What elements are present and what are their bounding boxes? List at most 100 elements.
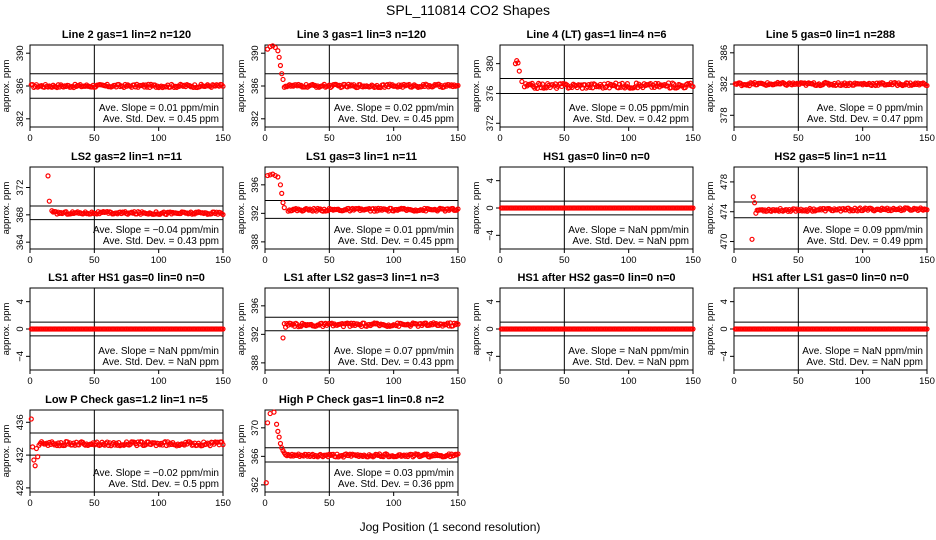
x-tick-label: 150 [450, 255, 466, 266]
plot-frame [499, 44, 694, 128]
data-point [220, 211, 226, 218]
chart-panel: Line 2 gas=1 lin=2 n=120 0 50 100 150 382 386 3… [1, 29, 231, 144]
panel-title: HS2 gas=5 lin=1 n=11 [774, 151, 886, 163]
data-point [751, 200, 758, 206]
x-tick-label: 50 [559, 255, 570, 266]
slope-annotation: Ave. Slope = 0.05 ppm/min [569, 103, 689, 114]
y-tick-label: 362 [250, 477, 261, 493]
x-tick-label: 50 [89, 255, 100, 266]
x-tick-label: 0 [497, 376, 502, 387]
x-tick-label: 0 [27, 376, 32, 387]
data-point [267, 44, 273, 50]
panel-title: HS1 gas=0 lin=0 n=0 [543, 151, 650, 163]
data-point [690, 326, 696, 332]
x-tick-label: 50 [793, 255, 804, 266]
data-point [219, 439, 225, 445]
y-tick-label: 396 [250, 177, 261, 193]
y-tick-label: 388 [250, 234, 261, 250]
data-point [31, 457, 37, 463]
y-tick-label: 478 [719, 174, 730, 190]
y-tick-label: 386 [719, 45, 730, 61]
x-tick-label: 50 [324, 133, 335, 144]
data-point [58, 440, 64, 446]
data-point [455, 321, 461, 327]
x-tick-label: 0 [731, 133, 736, 144]
y-tick-label: 0 [485, 205, 496, 210]
x-tick-label: 150 [685, 376, 701, 387]
y-axis-label: approx. ppm [236, 182, 247, 235]
y-tick-label: −4 [719, 351, 730, 362]
x-tick-label: 100 [386, 498, 402, 509]
data-point [329, 320, 335, 326]
x-tick-label: 100 [151, 376, 167, 387]
y-tick-label: 386 [250, 78, 261, 94]
x-tick-label: 0 [262, 133, 267, 144]
x-tick-label: 150 [450, 498, 466, 509]
panel-title: LS1 after HS1 gas=0 lin=0 n=0 [48, 272, 205, 284]
y-tick-label: −4 [485, 230, 496, 241]
data-point [515, 60, 521, 66]
x-tick-label: 50 [324, 498, 335, 509]
y-axis-label: approx. ppm [471, 303, 482, 356]
data-point [275, 428, 281, 434]
y-tick-label: 368 [15, 207, 26, 223]
std-dev-annotation: Ave. Std. Dev. = 0.36 ppm [338, 479, 454, 490]
std-dev-annotation: Ave. Std. Dev. = 0.45 ppm [338, 114, 454, 125]
x-tick-label: 150 [215, 376, 231, 387]
x-tick-label: 100 [621, 255, 637, 266]
data-point [605, 80, 611, 87]
x-tick-label: 150 [215, 255, 231, 266]
x-tick-label: 100 [386, 255, 402, 266]
chart-panel: Line 4 (LT) gas=1 lin=4 n=6 0 50 100 150 372 3… [471, 29, 701, 144]
chart-panel: Line 3 gas=1 lin=3 n=120 0 50 100 150 382 386 3… [236, 29, 466, 144]
data-point [276, 434, 282, 440]
x-tick-label: 150 [450, 133, 466, 144]
slope-annotation: Ave. Slope = 0.01 ppm/min [99, 103, 219, 114]
data-point [275, 174, 281, 180]
y-tick-label: 376 [485, 86, 496, 102]
slope-annotation: Ave. Slope = 0.09 ppm/min [803, 225, 923, 236]
x-tick-label: 150 [919, 255, 935, 266]
panels: Line 2 gas=1 lin=2 n=120 0 50 100 150 382 386 3… [1, 29, 935, 509]
x-tick-label: 100 [151, 498, 167, 509]
panel-title: Line 5 gas=0 lin=1 n=288 [766, 29, 895, 41]
y-tick-label: 4 [15, 299, 26, 304]
data-point [277, 440, 284, 447]
x-tick-label: 100 [621, 133, 637, 144]
y-tick-label: 386 [15, 78, 26, 94]
x-tick-label: 100 [855, 255, 871, 266]
data-point [28, 416, 34, 422]
data-point [264, 420, 271, 426]
x-tick-label: 150 [215, 133, 231, 144]
panel-title: LS1 after LS2 gas=3 lin=1 n=3 [284, 272, 440, 284]
data-point [264, 172, 271, 179]
data-point [275, 48, 281, 54]
data-point [340, 323, 347, 330]
x-tick-label: 150 [685, 133, 701, 144]
data-point [277, 182, 284, 188]
data-point [276, 54, 282, 60]
y-tick-label: 392 [250, 326, 261, 342]
plot-frame [29, 409, 224, 493]
x-tick-label: 100 [855, 376, 871, 387]
std-dev-annotation: Ave. Std. Dev. = 0.45 ppm [103, 114, 219, 125]
data-point [279, 71, 285, 77]
data-point [519, 78, 525, 85]
x-tick-label: 50 [324, 255, 335, 266]
data-point [272, 44, 278, 51]
x-tick-label: 0 [262, 376, 267, 387]
x-tick-label: 50 [559, 376, 570, 387]
data-point [450, 323, 456, 329]
x-tick-label: 50 [324, 376, 335, 387]
chart-panel: HS2 gas=5 lin=1 n=11 0 50 100 150 470 474 478ap… [705, 151, 935, 266]
std-dev-annotation: Ave. Std. Dev. = 0.47 ppm [807, 114, 923, 125]
y-tick-label: 370 [250, 420, 261, 436]
y-tick-label: 366 [250, 448, 261, 464]
y-tick-label: 382 [719, 76, 730, 92]
data-point [54, 442, 60, 449]
x-tick-label: 50 [559, 133, 570, 144]
data-point [220, 326, 226, 332]
x-tick-label: 0 [27, 133, 32, 144]
x-tick-label: 0 [262, 498, 267, 509]
data-point [271, 409, 277, 415]
